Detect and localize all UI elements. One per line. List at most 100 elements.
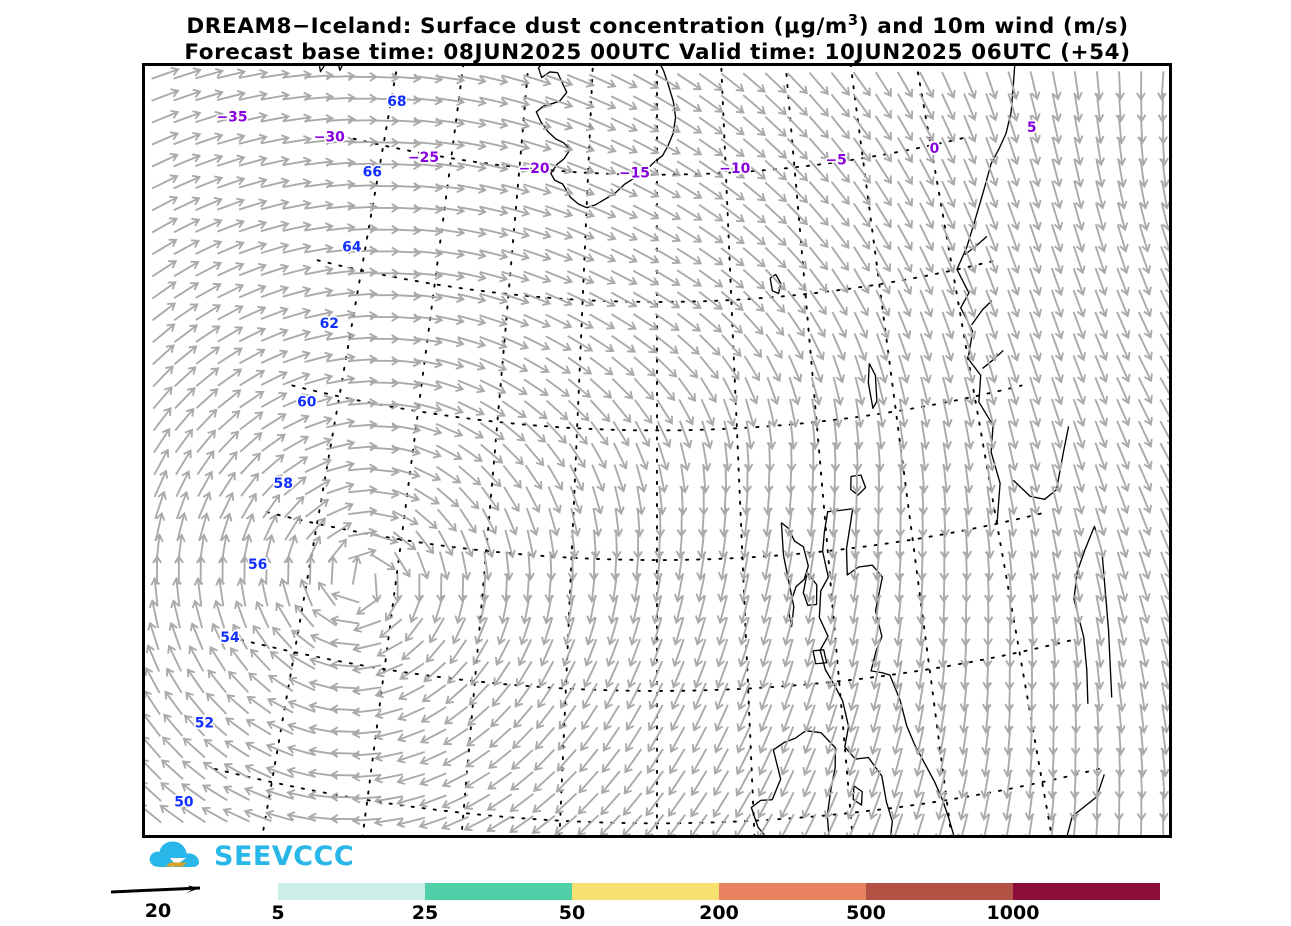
wind-vector-arrow — [1051, 71, 1062, 101]
wind-vector-arrow — [1006, 573, 1017, 604]
wind-vector-arrow — [853, 246, 870, 272]
wind-vector-arrow — [963, 136, 978, 165]
wind-vector-arrow — [698, 138, 724, 157]
wind-vector-arrow — [742, 225, 767, 246]
longitude-label-halo: −20 — [519, 161, 550, 177]
wind-vector-arrow — [695, 573, 706, 603]
wind-vector-arrow — [443, 705, 469, 725]
wind-vector-arrow — [195, 239, 223, 255]
wind-vector-arrow — [1051, 507, 1063, 538]
wind-vector-arrow — [1029, 245, 1042, 275]
wind-vector-arrow — [648, 682, 664, 710]
wind-vector-arrow — [348, 267, 378, 278]
wind-vector-arrow — [715, 638, 729, 668]
wind-vector-arrow — [1072, 311, 1087, 340]
wind-vector-arrow — [1138, 573, 1151, 603]
wind-vector-arrow — [786, 115, 809, 138]
wind-vector-arrow — [503, 507, 518, 536]
wind-vector-arrow — [699, 334, 721, 356]
wind-vector-arrow — [269, 650, 294, 671]
wind-vector-arrow — [1094, 245, 1108, 275]
wind-vector-arrow — [442, 727, 469, 746]
wind-vector-arrow — [742, 203, 767, 224]
wind-vector-arrow — [673, 595, 685, 625]
wind-vector-arrow — [875, 267, 891, 295]
wind-vector-arrow — [588, 117, 617, 132]
wind-vector-arrow — [830, 181, 850, 206]
wind-vector-arrow — [720, 225, 745, 245]
wind-vector-arrow — [1116, 442, 1131, 471]
wind-vector-arrow — [854, 376, 866, 407]
wind-reference-vector: 20 — [108, 880, 228, 924]
wind-vector-arrow — [831, 333, 847, 362]
wind-vector-arrow — [852, 224, 871, 250]
wind-vector-arrow — [222, 785, 250, 801]
wind-vector-arrow — [760, 616, 772, 646]
wind-vector-arrow — [173, 217, 201, 234]
cloud-shape — [149, 841, 200, 867]
wind-vector-arrow — [699, 377, 717, 404]
wind-vector-arrow — [588, 73, 617, 89]
wind-vector-arrow — [919, 311, 933, 340]
wind-vector-arrow — [1115, 71, 1125, 102]
wind-vector-arrow — [677, 334, 700, 355]
wind-vector-arrow — [159, 804, 184, 824]
wind-vector-arrow — [435, 444, 463, 461]
wind-vector-arrow — [1069, 791, 1080, 822]
wind-vector-arrow — [567, 335, 594, 352]
wind-vector-arrow — [467, 705, 490, 727]
wind-vector-arrow — [523, 117, 552, 131]
wind-vector-arrow — [457, 336, 487, 349]
longitude-label: −15 — [619, 166, 650, 182]
wind-vector-arrow — [183, 714, 206, 737]
wind-vector-arrow — [611, 399, 632, 424]
wind-vector-arrow — [246, 695, 272, 715]
wind-vector-arrow — [152, 386, 173, 410]
wind-vector-arrow — [348, 463, 378, 474]
wind-vector-arrow — [742, 247, 766, 268]
wind-vector-arrow — [435, 315, 465, 326]
wind-vector-arrow — [196, 449, 215, 475]
wind-vector-arrow — [1029, 442, 1041, 472]
wind-vector-arrow — [913, 747, 925, 778]
wind-vector-arrow — [457, 357, 486, 371]
wind-vector-arrow — [415, 530, 435, 555]
wind-vector-arrow — [716, 617, 729, 646]
wind-vector-arrow — [894, 551, 905, 582]
wind-vector-arrow — [1007, 464, 1018, 494]
wind-vector-arrow — [425, 639, 446, 663]
wind-vector-arrow — [920, 376, 932, 407]
wind-vector-arrow — [610, 139, 639, 154]
wind-vector-arrow — [239, 369, 266, 387]
wind-vector-arrow — [963, 93, 977, 122]
colorbar-tick-label: 500 — [846, 902, 886, 924]
wind-vector-arrow — [1117, 180, 1128, 210]
wind-vector-arrow — [217, 262, 245, 277]
wind-vector-arrow — [979, 813, 991, 835]
wind-vector-arrow — [1159, 267, 1169, 294]
wind-vector-arrow — [869, 748, 882, 777]
wind-vector-arrow — [391, 203, 422, 214]
logo-text: SEEVCCC — [214, 840, 355, 872]
wind-vector-arrow — [1029, 355, 1042, 384]
wind-vector-arrow — [694, 595, 707, 625]
wind-vector-arrow — [440, 815, 469, 831]
wind-vector-arrow — [1095, 529, 1107, 559]
wind-vector-arrow — [599, 814, 621, 835]
wind-vector-arrow — [261, 554, 272, 585]
wind-vector-arrow — [435, 379, 465, 393]
wind-vector-arrow — [566, 248, 595, 263]
wind-vector-arrow — [209, 645, 227, 672]
wind-vector-arrow — [788, 376, 801, 406]
latitude-label: 58 — [274, 476, 293, 492]
wind-vector-arrow — [986, 442, 997, 472]
wind-vector-arrow — [351, 815, 382, 826]
wind-vector-arrow — [782, 595, 794, 625]
wind-vector-arrow — [548, 507, 560, 537]
wind-vector-arrow — [654, 138, 681, 155]
wind-vector-arrow — [329, 615, 360, 625]
grid-labels-layer: 6868666664646262606058585656545452525050… — [173, 92, 1039, 812]
wind-vector-arrow — [622, 792, 643, 817]
coastline-path — [750, 730, 837, 835]
wind-vector-arrow — [545, 161, 574, 175]
